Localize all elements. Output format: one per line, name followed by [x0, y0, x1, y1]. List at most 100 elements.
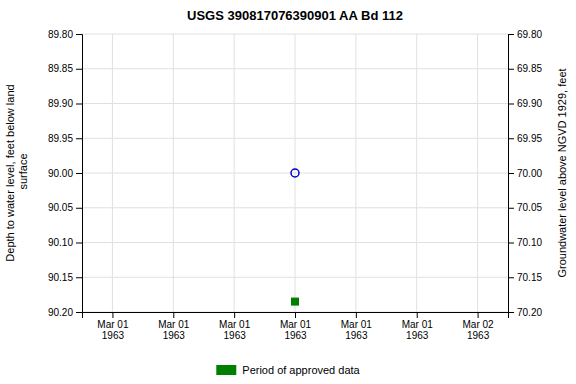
- x-tick-mark: [234, 312, 235, 318]
- y2-tick: 69.90: [508, 98, 542, 109]
- y-tick: 90.10: [48, 237, 82, 248]
- y2-tick-mark: [508, 277, 514, 278]
- x-tick: Mar 021963: [463, 312, 495, 341]
- y2-tick: 69.85: [508, 63, 542, 74]
- y2-axis-title: Groundwater level above NGVD 1929, feet: [556, 68, 568, 277]
- y-tick: 90.05: [48, 202, 82, 213]
- x-tick: Mar 011963: [402, 312, 434, 341]
- y2-tick-label: 70.05: [517, 202, 542, 213]
- x-tick-label: Mar 011963: [219, 319, 251, 341]
- text-line: 1963: [406, 330, 429, 341]
- y2-tick-label: 70.20: [517, 307, 542, 318]
- legend-label: Period of approved data: [242, 364, 360, 376]
- text-line: Depth to water level, feet below land: [4, 84, 16, 261]
- text-line: Mar 01: [97, 319, 129, 330]
- y-tick-mark: [76, 173, 82, 174]
- plot: Mar 011963Mar 011963Mar 011963Mar 011963…: [4, 29, 568, 341]
- y2-tick-mark: [508, 243, 514, 244]
- grid-line-x: [416, 34, 417, 312]
- y-axis-title: Depth to water level, feet below land su…: [4, 84, 29, 261]
- x-tick-mark: [356, 312, 357, 318]
- x-tick-label: Mar 021963: [463, 319, 495, 341]
- y2-tick-label: 69.85: [517, 63, 542, 74]
- y2-tick-label: 70.10: [517, 237, 542, 248]
- x-tick-mark: [478, 312, 479, 318]
- marks: [291, 169, 299, 305]
- y-tick-label: 90.15: [48, 272, 73, 283]
- text-line: 1963: [284, 330, 307, 341]
- y2-tick-mark: [508, 208, 514, 209]
- y-tick: 89.95: [48, 133, 82, 144]
- legend-item: Period of approved data: [216, 364, 360, 376]
- text-line: Mar 01: [158, 319, 190, 330]
- series: [292, 298, 299, 305]
- y-tick-mark: [76, 277, 82, 278]
- x-tick-mark: [173, 312, 174, 318]
- x-tick: Mar 011963: [219, 312, 251, 341]
- text-line: Mar 01: [219, 319, 251, 330]
- y2-tick-mark: [508, 138, 514, 139]
- x-axis-line: [83, 313, 509, 319]
- grid: [82, 34, 508, 312]
- y2-tick-mark: [508, 34, 514, 35]
- y-tick-label: 89.80: [48, 29, 73, 40]
- grid-line-x: [173, 34, 174, 312]
- y2-tick: 70.15: [508, 272, 542, 283]
- y2-tick: 69.80: [508, 29, 542, 40]
- y-tick-label: 89.95: [48, 133, 73, 144]
- text-line: 1963: [102, 330, 125, 341]
- text-line: Mar 01: [280, 319, 312, 330]
- x-tick-label: Mar 011963: [280, 319, 312, 341]
- y2-tick-mark: [508, 104, 514, 105]
- text-line: Mar 02: [463, 319, 495, 330]
- grid-line-x: [355, 34, 356, 312]
- y-tick-mark: [76, 138, 82, 139]
- x-tick: Mar 011963: [341, 312, 373, 341]
- y-tick-mark: [76, 69, 82, 70]
- x-tick-label: Mar 011963: [158, 319, 190, 341]
- y2-tick-label: 70.15: [517, 272, 542, 283]
- y-tick: 90.00: [48, 168, 82, 179]
- grid-line-x: [112, 34, 113, 312]
- text-line: 1963: [163, 330, 186, 341]
- chart: Mar 011963Mar 011963Mar 011963Mar 011963…: [0, 0, 576, 384]
- text-line: 1963: [224, 330, 247, 341]
- y-tick: 89.90: [48, 98, 82, 109]
- y2-tick: 70.10: [508, 237, 542, 248]
- y-tick-mark: [76, 34, 82, 35]
- grid-line-x: [234, 34, 235, 312]
- y2-tick-label: 69.95: [517, 133, 542, 144]
- x-tick: Mar 011963: [97, 312, 129, 341]
- text-line: surface: [17, 153, 29, 192]
- grid-line-x: [295, 34, 296, 312]
- y2-tick-label: 70.00: [517, 168, 542, 179]
- y2-tick: 69.95: [508, 133, 542, 144]
- y-tick: 90.15: [48, 272, 82, 283]
- y-tick: 90.20: [48, 307, 82, 318]
- y-tick-label: 90.00: [48, 168, 73, 179]
- y2-tick: 70.20: [508, 307, 542, 318]
- legend-swatch: [216, 365, 236, 375]
- square-point: [292, 298, 299, 305]
- x-tick: Mar 011963: [158, 312, 190, 341]
- y-tick-mark: [76, 312, 82, 313]
- text-line: Mar 01: [402, 319, 434, 330]
- x-axis: Mar 011963Mar 011963Mar 011963Mar 011963…: [83, 312, 509, 341]
- y-tick-mark: [76, 104, 82, 105]
- y2-axis-line: [509, 35, 515, 313]
- y-tick-label: 89.85: [48, 63, 73, 74]
- y2-tick-mark: [508, 69, 514, 70]
- text-line: 1963: [345, 330, 368, 341]
- y-axis-line: [76, 35, 83, 313]
- x-tick-mark: [112, 312, 113, 318]
- text-line: Mar 01: [341, 319, 373, 330]
- legend: Period of approved data: [216, 364, 360, 376]
- grid-line-x: [477, 34, 478, 312]
- y2-tick: 70.05: [508, 202, 542, 213]
- x-tick-label: Mar 011963: [97, 319, 129, 341]
- y-tick-mark: [76, 243, 82, 244]
- title: USGS 390817076390901 AA Bd 112: [187, 8, 403, 23]
- series: [291, 169, 299, 177]
- y2-tick-mark: [508, 312, 514, 313]
- y2-axis: 69.80 69.85 69.90 69.95 70.00 70.05 70.10 70.15…: [508, 29, 542, 318]
